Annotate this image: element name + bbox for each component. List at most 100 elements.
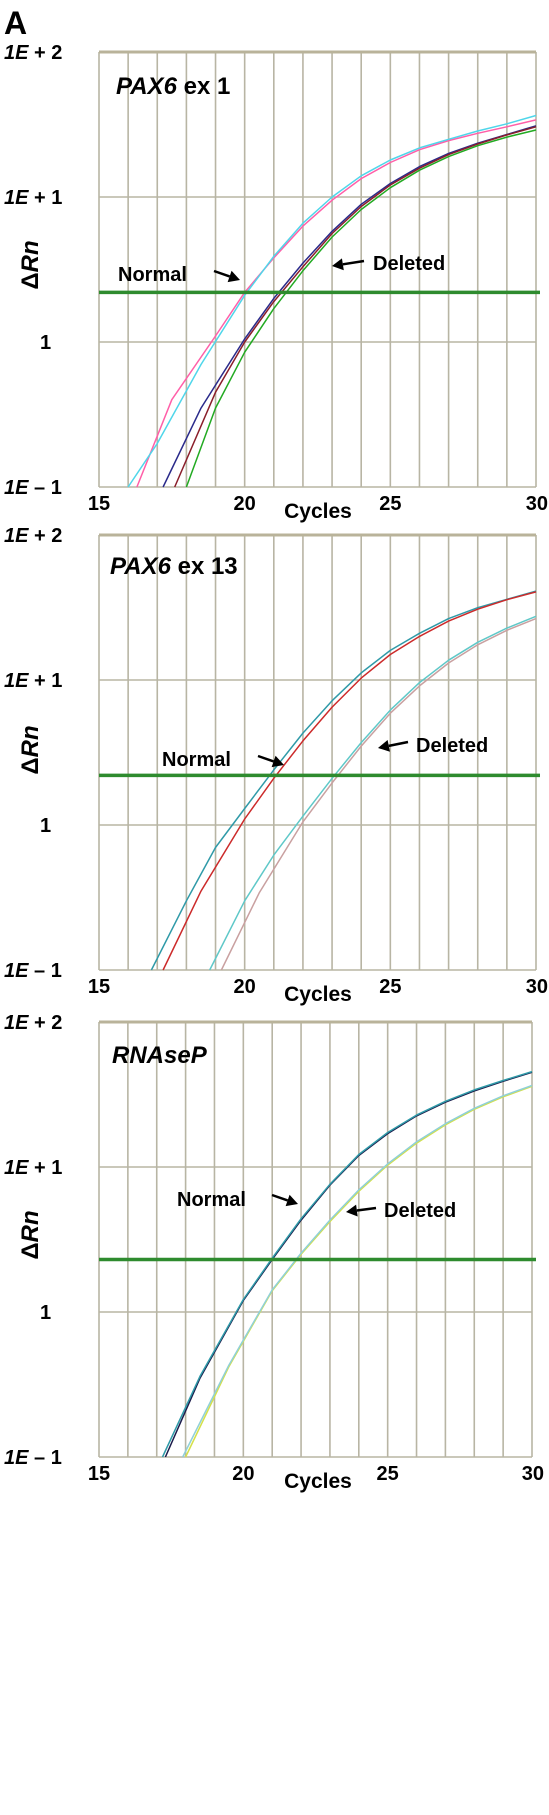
arrow-normal-shaft: [213, 269, 231, 278]
y-axis-label-delta: Δ: [17, 757, 44, 774]
annotation-normal: Normal: [177, 1189, 246, 1211]
y-tick-mantissa: 1E: [4, 187, 29, 209]
arrow-deleted: [332, 258, 365, 271]
x-tick-label: 25: [379, 493, 401, 515]
y-tick-mantissa: 1E: [4, 670, 29, 692]
series-line: [209, 615, 537, 971]
y-tick-mantissa: 1E: [4, 477, 29, 499]
y-tick-label: 1E + 2: [4, 1012, 62, 1034]
y-tick-label: 1E – 1: [4, 1447, 62, 1469]
x-tick-label: 15: [88, 976, 110, 998]
x-tick-label: 15: [88, 493, 110, 515]
series-line: [127, 114, 537, 488]
chart-title-gene: PAX6: [116, 73, 178, 100]
arrow-normal: [213, 269, 240, 283]
plot-area: [99, 535, 536, 970]
plot-area: [99, 52, 536, 487]
series-line: [162, 591, 537, 971]
x-tick-label: 30: [526, 493, 548, 515]
y-tick-label: 1: [40, 332, 51, 354]
annotation-normal: Normal: [118, 264, 187, 286]
y-tick-exponent: 1: [40, 815, 51, 837]
y-axis-label: ΔRn: [17, 240, 44, 289]
annotation-deleted: Deleted: [416, 735, 488, 757]
arrow-deleted: [378, 739, 409, 752]
y-axis-label-delta: Δ: [17, 1242, 44, 1259]
y-tick-exponent: + 1: [28, 1157, 62, 1179]
arrow-deleted-head: [346, 1204, 358, 1217]
y-axis-label-delta: Δ: [17, 272, 44, 289]
chart-title-suffix: ex 13: [171, 553, 238, 580]
y-axis-label: ΔRn: [17, 725, 44, 774]
series-line: [161, 1070, 533, 1458]
chart-title: PAX6 ex 13: [110, 553, 238, 580]
arrow-normal-head: [285, 1194, 298, 1207]
y-tick-exponent: 1: [40, 1302, 51, 1324]
y-tick-label: 1E + 2: [4, 525, 62, 547]
y-axis-label-var: Rn: [17, 240, 44, 272]
y-tick-label: 1: [40, 815, 51, 837]
arrow-deleted-shaft: [342, 259, 365, 266]
chart-title-suffix: ex 1: [177, 73, 230, 100]
y-tick-exponent: + 2: [28, 42, 62, 64]
y-tick-exponent: + 1: [28, 670, 62, 692]
x-tick-label: 20: [234, 493, 256, 515]
annotation-deleted: Deleted: [384, 1200, 456, 1222]
y-tick-mantissa: 1E: [4, 960, 29, 982]
series-line: [150, 590, 537, 971]
series-line: [162, 125, 537, 488]
y-tick-label: 1E + 1: [4, 187, 62, 209]
series-line: [174, 126, 537, 488]
y-axis-label-var: Rn: [17, 725, 44, 757]
arrow-normal-head: [271, 755, 284, 768]
series-line: [182, 1084, 533, 1458]
x-axis-label: Cycles: [284, 500, 352, 523]
y-tick-exponent: + 1: [28, 187, 62, 209]
x-tick-label: 30: [522, 1463, 544, 1485]
chart-title-gene: PAX6: [110, 553, 172, 580]
y-tick-label: 1E – 1: [4, 960, 62, 982]
chart-title: PAX6 ex 1: [116, 73, 230, 100]
y-tick-mantissa: 1E: [4, 1012, 29, 1034]
series-line: [136, 119, 537, 488]
arrow-normal: [257, 754, 284, 768]
arrow-deleted-head: [332, 258, 344, 271]
chart-title: RNAseP: [112, 1042, 208, 1069]
y-tick-mantissa: 1E: [4, 1157, 29, 1179]
arrow-normal-shaft: [257, 754, 275, 763]
y-tick-mantissa: 1E: [4, 1447, 29, 1469]
x-tick-label: 15: [88, 1463, 110, 1485]
arrow-normal-head: [227, 270, 240, 283]
arrow-deleted-shaft: [388, 740, 409, 748]
arrow-deleted-shaft: [356, 1206, 377, 1212]
annotation-normal: Normal: [162, 749, 231, 771]
y-tick-exponent: + 2: [28, 525, 62, 547]
x-tick-label: 20: [234, 976, 256, 998]
y-tick-label: 1E + 2: [4, 42, 62, 64]
y-tick-label: 1E + 1: [4, 1157, 62, 1179]
series-line: [220, 617, 537, 971]
y-tick-exponent: + 2: [28, 1012, 62, 1034]
y-tick-exponent: 1: [40, 332, 51, 354]
x-tick-label: 30: [526, 976, 548, 998]
arrow-normal: [271, 1193, 298, 1207]
x-axis-label: Cycles: [284, 983, 352, 1006]
y-tick-mantissa: 1E: [4, 525, 29, 547]
y-tick-mantissa: 1E: [4, 42, 29, 64]
arrow-normal-shaft: [271, 1193, 289, 1202]
y-tick-exponent: – 1: [28, 960, 61, 982]
y-tick-label: 1E – 1: [4, 477, 62, 499]
y-tick-exponent: – 1: [28, 477, 61, 499]
annotation-deleted: Deleted: [373, 253, 445, 275]
y-tick-label: 1: [40, 1302, 51, 1324]
x-tick-label: 20: [232, 1463, 254, 1485]
y-axis-label-var: Rn: [17, 1210, 44, 1242]
arrow-deleted-head: [378, 739, 390, 752]
x-tick-label: 25: [379, 976, 401, 998]
y-tick-exponent: – 1: [28, 1447, 61, 1469]
